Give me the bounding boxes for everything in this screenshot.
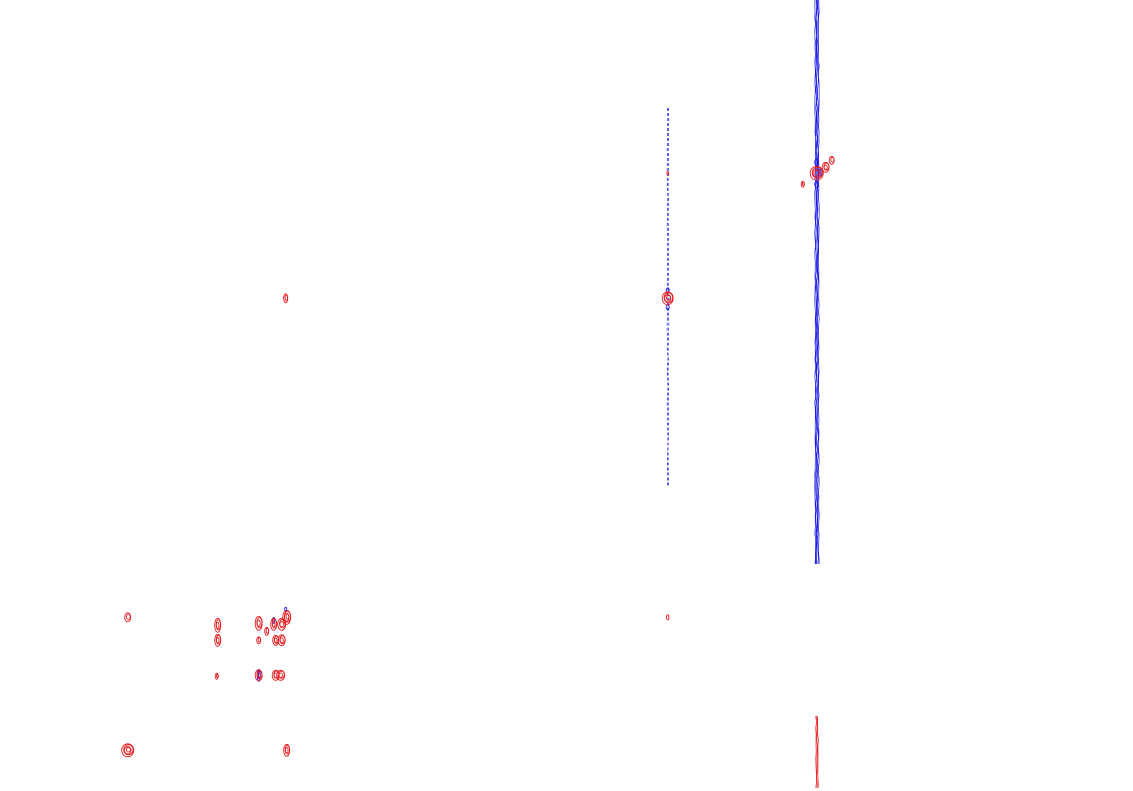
positive-peak-p07 — [254, 669, 263, 682]
positive-contour-layer — [121, 155, 835, 789]
positive-contour-ring — [265, 627, 270, 634]
negative-streak-line — [817, 0, 820, 565]
positive-contour-ring — [216, 673, 219, 678]
positive-contour-ring — [124, 612, 132, 623]
positive-contour-ring — [278, 672, 283, 678]
positive-contour-ring — [802, 181, 805, 186]
positive-peak-p13 — [282, 609, 292, 625]
positive-contour-ring — [664, 294, 672, 303]
positive-peak-p20 — [666, 614, 670, 621]
negative-streak-line — [815, 0, 817, 565]
positive-contour-ring — [123, 746, 132, 755]
positive-contour-ring — [279, 621, 284, 628]
positive-peak-p18 — [283, 743, 291, 757]
positive-contour-ring — [811, 166, 823, 179]
negative-streak-line — [666, 107, 669, 487]
positive-contour-ring — [285, 613, 290, 620]
negative-streak-line — [667, 108, 670, 487]
positive-peak-p01 — [124, 612, 132, 623]
negative-streak-line — [814, 0, 817, 565]
positive-peak-p16 — [283, 293, 289, 304]
positive-peak-p19 — [661, 291, 674, 306]
positive-contour-ring — [809, 165, 824, 181]
positive-contour-ring — [284, 747, 289, 754]
positive-streak-s01 — [815, 715, 819, 789]
positive-contour-ring — [814, 169, 821, 176]
positive-contour-ring — [823, 164, 828, 170]
positive-peak-p22 — [809, 165, 824, 181]
positive-contour-ring — [256, 672, 261, 679]
negative-peak-n03 — [284, 606, 288, 612]
positive-peak-p06 — [256, 636, 262, 645]
positive-contour-ring — [271, 621, 276, 628]
positive-contour-ring — [257, 637, 262, 643]
positive-peak-p03 — [214, 633, 222, 647]
positive-peak-p17 — [121, 743, 135, 758]
positive-peak-p11 — [277, 634, 286, 647]
positive-contour-ring — [273, 637, 278, 643]
negative-contour-layer — [256, 0, 822, 682]
positive-contour-ring — [125, 746, 131, 753]
positive-contour-ring — [215, 621, 220, 629]
positive-peak-p23 — [821, 161, 830, 173]
negative-streak-s03 — [814, 0, 820, 565]
positive-contour-ring — [256, 619, 261, 627]
positive-contour-ring — [126, 613, 131, 620]
positive-streak-line — [816, 715, 818, 789]
positive-peak-p09 — [270, 617, 278, 631]
positive-streak-line — [817, 715, 819, 789]
positive-contour-ring — [666, 294, 671, 301]
positive-contour-ring — [284, 294, 289, 301]
positive-contour-ring — [666, 614, 670, 621]
positive-peak-p05 — [254, 615, 263, 631]
positive-contour-ring — [666, 171, 669, 176]
positive-peak-p24 — [828, 155, 835, 165]
positive-contour-ring — [661, 291, 674, 306]
positive-peak-p08 — [264, 626, 270, 636]
positive-peak-p02 — [214, 617, 222, 633]
positive-contour-ring — [121, 743, 135, 758]
positive-peak-p21 — [666, 171, 669, 176]
positive-peak-p25 — [800, 180, 805, 188]
positive-contour-ring — [279, 637, 284, 644]
positive-contour-ring — [812, 168, 821, 178]
negative-streak-line — [817, 0, 819, 565]
positive-contour-ring — [273, 672, 278, 678]
positive-contour-ring — [663, 292, 674, 304]
positive-contour-ring — [830, 156, 835, 163]
positive-peak-p04 — [214, 672, 219, 680]
positive-contour-ring — [215, 637, 220, 644]
negative-contour-ring — [284, 606, 288, 612]
positive-peak-p15 — [276, 669, 286, 681]
positive-contour-ring — [123, 744, 134, 756]
negative-streak-s02 — [666, 107, 670, 487]
positive-peak-p10 — [272, 634, 280, 646]
